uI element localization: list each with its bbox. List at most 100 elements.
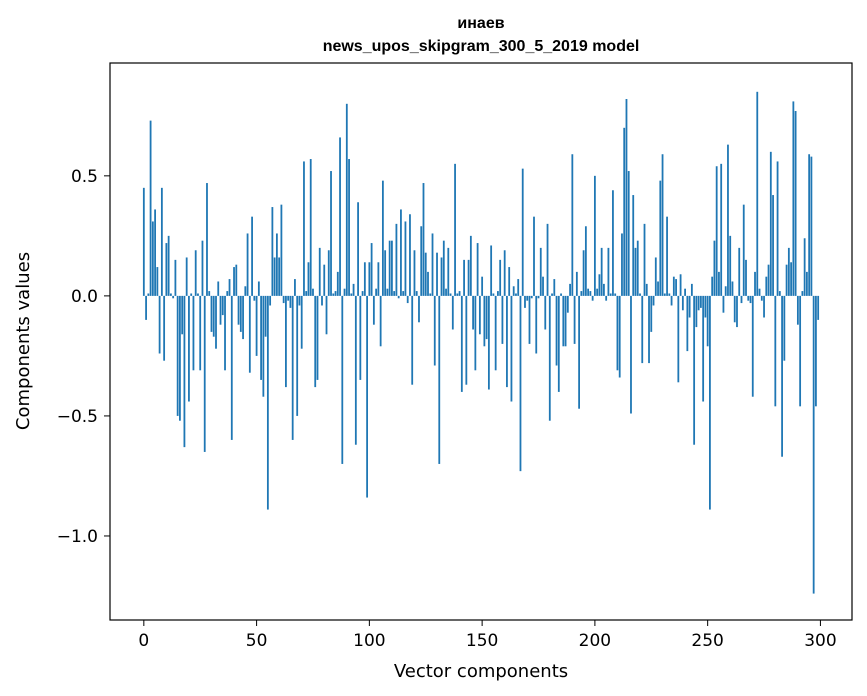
bar-component-202 (598, 274, 601, 296)
bar-component-108 (386, 288, 389, 296)
bar-component-76 (314, 295, 317, 388)
bar-component-276 (765, 276, 768, 296)
bar-component-70 (300, 295, 303, 349)
bar-component-230 (661, 154, 664, 296)
bar-component-112 (395, 223, 398, 296)
bar-component-69 (298, 295, 301, 306)
bar-component-211 (618, 295, 621, 378)
bar-component-244 (693, 295, 696, 445)
bar-component-60 (278, 257, 281, 296)
bar-component-27 (203, 295, 206, 452)
bar-component-64 (287, 295, 290, 301)
bar-component-223 (645, 283, 648, 296)
bar-component-14 (174, 259, 177, 296)
bar-component-19 (185, 257, 188, 296)
bar-component-238 (679, 274, 682, 296)
bar-component-38 (228, 279, 231, 296)
bar-component-262 (733, 295, 736, 323)
bar-component-43 (239, 295, 242, 332)
bar-component-119 (411, 295, 414, 385)
bar-component-122 (418, 295, 420, 323)
bar-component-11 (167, 235, 170, 296)
x-tick-label: 50 (246, 631, 268, 651)
bar-component-40 (233, 267, 235, 296)
bar-component-296 (810, 156, 813, 296)
bar-component-0 (142, 187, 145, 296)
bar-component-182 (553, 279, 556, 296)
bar-component-37 (226, 291, 229, 296)
bar-component-215 (627, 171, 630, 296)
bar-component-235 (672, 276, 675, 296)
bar-component-51 (257, 281, 260, 296)
bar-component-240 (684, 288, 686, 296)
bar-component-218 (634, 247, 637, 296)
bar-component-23 (194, 250, 197, 296)
bar-component-289 (794, 111, 797, 296)
bar-component-199 (591, 295, 594, 301)
bar-component-207 (609, 293, 612, 296)
bar-component-142 (463, 259, 465, 296)
bar-component-137 (451, 295, 454, 330)
bar-component-57 (271, 207, 274, 296)
bar-component-237 (677, 295, 680, 383)
bar-component-88 (341, 295, 344, 464)
bar-component-204 (603, 283, 605, 296)
bar-component-297 (812, 295, 815, 594)
bar-component-110 (391, 240, 393, 296)
bar-component-72 (305, 291, 308, 296)
bar-component-161 (506, 295, 508, 388)
bar-component-24 (197, 293, 199, 296)
bar-component-288 (792, 101, 795, 296)
bar-component-131 (438, 295, 441, 464)
bar-component-132 (440, 257, 443, 296)
bar-component-256 (720, 163, 723, 296)
y-tick-label: −1.0 (57, 527, 98, 547)
bar-component-270 (751, 295, 754, 397)
bar-component-8 (160, 187, 163, 296)
bar-component-109 (388, 240, 391, 296)
bar-component-286 (787, 247, 790, 296)
bar-component-44 (242, 295, 244, 340)
bar-component-103 (375, 288, 378, 296)
bar-component-75 (312, 288, 314, 296)
bar-component-194 (580, 291, 583, 296)
bar-component-166 (517, 279, 520, 296)
bar-component-148 (476, 243, 479, 296)
bar-component-78 (318, 247, 321, 296)
bar-component-271 (754, 271, 756, 296)
bar-component-265 (740, 295, 743, 304)
bar-component-52 (260, 295, 262, 380)
bar-component-95 (357, 202, 359, 296)
bar-component-55 (266, 295, 269, 510)
bar-component-18 (183, 295, 186, 448)
bar-component-49 (253, 295, 256, 301)
bar-component-83 (330, 171, 332, 296)
x-tick-label: 100 (353, 631, 385, 651)
bar-component-173 (533, 216, 535, 296)
bar-component-135 (447, 247, 450, 296)
bar-component-128 (431, 233, 434, 296)
bar-component-156 (494, 295, 497, 371)
bar-component-167 (519, 295, 522, 472)
bar-component-231 (663, 293, 666, 296)
bar-component-224 (648, 295, 650, 364)
bar-component-86 (336, 271, 339, 296)
bar-component-257 (722, 295, 725, 313)
bar-component-183 (555, 295, 558, 366)
bar-component-209 (614, 293, 617, 296)
plot-frame (109, 62, 853, 621)
bar-component-126 (427, 271, 429, 296)
bar-component-140 (458, 291, 461, 296)
bar-component-260 (729, 235, 732, 296)
bar-component-299 (817, 295, 820, 320)
bar-component-74 (309, 159, 312, 296)
bar-component-292 (801, 291, 804, 296)
bar-component-241 (686, 295, 689, 352)
bar-component-234 (670, 295, 673, 306)
bar-component-26 (201, 240, 204, 296)
bar-component-111 (393, 291, 396, 296)
bar-component-282 (778, 291, 781, 296)
bar-component-81 (325, 295, 328, 335)
bar-component-217 (632, 195, 635, 296)
bar-component-269 (749, 295, 752, 304)
